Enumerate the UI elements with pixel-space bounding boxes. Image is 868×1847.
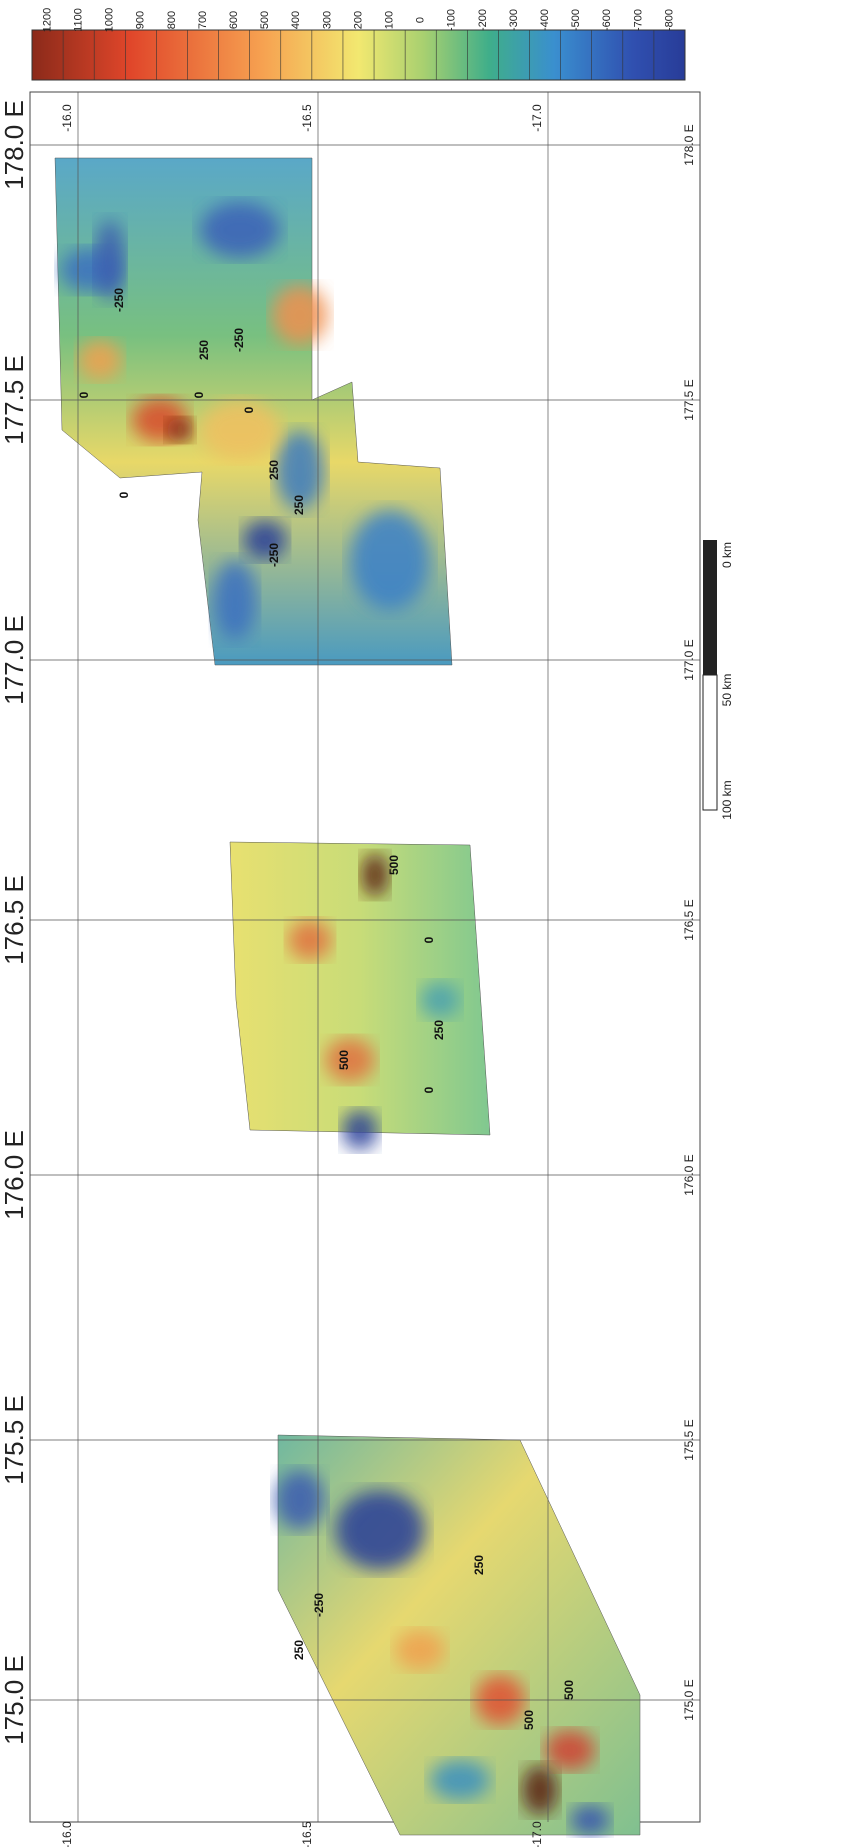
- colorbar-label: -400: [539, 9, 551, 31]
- colorbar-label: -500: [570, 9, 582, 31]
- colorbar-label: 0: [415, 17, 427, 23]
- longitude-label: 176.5 E: [0, 875, 29, 965]
- anomaly-blob: [545, 1730, 595, 1770]
- latitude-label: -16.5: [300, 104, 314, 132]
- contour-label: 250: [472, 1555, 486, 1575]
- contour-label: 0: [77, 391, 91, 398]
- colorbar-label: -100: [446, 9, 458, 31]
- anomaly-blob: [78, 340, 122, 380]
- anomaly-blob: [522, 1765, 558, 1815]
- colorbar: [32, 30, 685, 80]
- contour-label: 0: [422, 936, 436, 943]
- latitude-label: -16.0: [60, 1821, 74, 1847]
- contour-label: 500: [562, 1680, 576, 1700]
- anomaly-blob: [570, 1805, 610, 1835]
- colorbar-label: 500: [259, 11, 271, 29]
- longitude-label: 177.0 E: [0, 615, 29, 705]
- latitude-label: -17.0: [530, 104, 544, 132]
- scale-bar-black: [703, 540, 717, 675]
- colorbar-label: 900: [135, 11, 147, 29]
- contour-label: 250: [267, 460, 281, 480]
- anomaly-blob: [288, 920, 332, 960]
- longitude-label-small: 177.0 E: [682, 639, 696, 680]
- colorbar-label: -800: [663, 9, 675, 31]
- longitude-label: 178.0 E: [0, 100, 29, 190]
- anomaly-blob: [275, 1470, 325, 1530]
- contour-label: 0: [192, 391, 206, 398]
- contour-label: 250: [292, 495, 306, 515]
- colorbar-label: 800: [166, 11, 178, 29]
- anomaly-blob: [272, 285, 328, 345]
- colorbar-label: -300: [508, 9, 520, 31]
- anomaly-blob: [430, 1760, 490, 1800]
- colorbar-label: 600: [228, 11, 240, 29]
- longitude-label: 175.0 E: [0, 1655, 29, 1745]
- anomaly-blob: [200, 202, 280, 258]
- contour-label: -250: [312, 1593, 326, 1617]
- longitude-label: 176.0 E: [0, 1130, 29, 1220]
- anomaly-blob: [342, 1110, 378, 1150]
- contour-label: 500: [337, 1050, 351, 1070]
- contour-label: -250: [232, 328, 246, 352]
- scale-bar-label: 0 km: [720, 542, 734, 568]
- scale-bar-label: 100 km: [720, 780, 734, 819]
- colorbar-label: -600: [601, 9, 613, 31]
- contour-label: -250: [112, 288, 126, 312]
- contour-label: 0: [242, 406, 256, 413]
- anomaly-blob: [420, 982, 460, 1018]
- latitude-label: -16.0: [60, 104, 74, 132]
- longitude-label-small: 176.5 E: [682, 899, 696, 940]
- longitude-label-small: 177.5 E: [682, 379, 696, 420]
- longitude-label-small: 178.0 E: [682, 124, 696, 165]
- contour-label: -250: [267, 543, 281, 567]
- contour-label: 250: [432, 1020, 446, 1040]
- contour-label: 0: [422, 1086, 436, 1093]
- longitude-label-small: 176.0 E: [682, 1154, 696, 1195]
- contour-label: 0: [117, 491, 131, 498]
- contour-label: 500: [522, 1710, 536, 1730]
- colorbar-label: 200: [352, 11, 364, 29]
- longitude-label-small: 175.5 E: [682, 1419, 696, 1460]
- colorbar-label: 1000: [104, 8, 116, 32]
- scale-bar-label: 50 km: [720, 674, 734, 707]
- colorbar-label: 100: [384, 11, 396, 29]
- longitude-label: 177.5 E: [0, 355, 29, 445]
- contour-label: 250: [197, 340, 211, 360]
- colorbar-label: -200: [477, 9, 489, 31]
- longitude-label-small: 175.0 E: [682, 1679, 696, 1720]
- scale-bar-white: [703, 675, 717, 810]
- latitude-label: -17.0: [530, 1821, 544, 1847]
- anomaly-blob: [200, 400, 280, 460]
- map-figure: 1200110010009008007006005004003002001000…: [0, 0, 868, 1847]
- colorbar-label: 1100: [73, 8, 85, 32]
- anomaly-blob: [361, 853, 389, 897]
- anomaly-blob: [213, 560, 257, 640]
- colorbar-label: 300: [321, 11, 333, 29]
- colorbar-label: 1200: [41, 8, 53, 32]
- contour-label: 500: [387, 855, 401, 875]
- longitude-label: 175.5 E: [0, 1395, 29, 1485]
- latitude-label: -16.5: [300, 1821, 314, 1847]
- contour-label: 250: [292, 1640, 306, 1660]
- colorbar-label: 700: [197, 11, 209, 29]
- colorbar-label: -700: [632, 9, 644, 31]
- anomaly-blob: [395, 1630, 445, 1670]
- anomaly-blob: [166, 418, 194, 442]
- anomaly-blob: [335, 1490, 425, 1570]
- colorbar-label: 400: [290, 11, 302, 29]
- anomaly-blob: [350, 510, 430, 610]
